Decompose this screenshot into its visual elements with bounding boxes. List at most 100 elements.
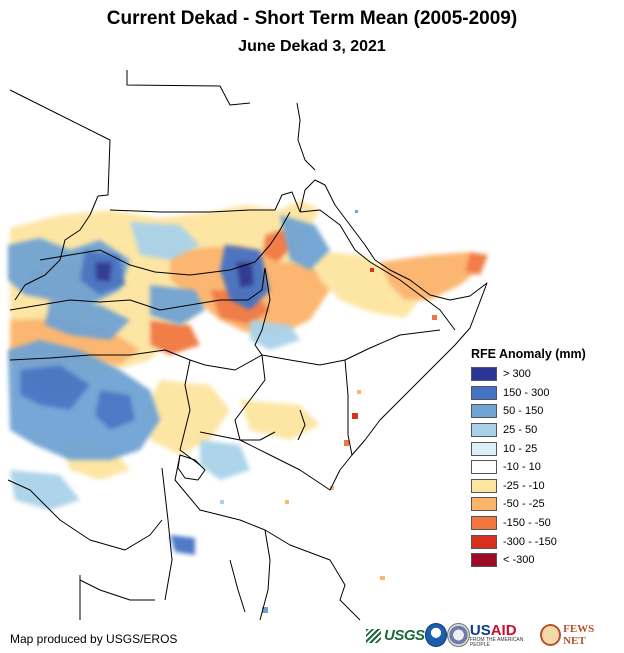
dot <box>370 268 374 272</box>
legend-item: -50 - -25 <box>471 495 621 514</box>
legend-item: 150 - 300 <box>471 384 621 403</box>
map-title: Current Dekad - Short Term Mean (2005-20… <box>106 8 518 29</box>
border-line <box>199 431 276 441</box>
dot <box>432 315 437 320</box>
wet-patch <box>236 262 254 288</box>
usgs-logo: USGS <box>366 627 425 644</box>
dry-patch <box>380 252 485 300</box>
fews-net-logo: FEWS NET <box>540 623 616 647</box>
border-line <box>9 349 263 371</box>
legend-title: RFE Anomaly (mm) <box>471 347 586 361</box>
dot <box>285 500 289 504</box>
legend-swatch <box>471 404 497 419</box>
fews-net-text: FEWS NET <box>563 623 595 647</box>
usaid-tagline: FROM THE AMERICAN PEOPLE <box>469 636 524 648</box>
coastline <box>299 179 488 471</box>
logo-strip: USGS USAID FROM THE AMERICAN PEOPLE FEWS… <box>366 620 616 650</box>
dry-patch <box>145 380 230 455</box>
legend-label: 25 - 50 <box>503 424 538 437</box>
border-line <box>79 579 155 601</box>
legend-item: -25 - -10 <box>471 477 621 496</box>
wet-patch <box>10 470 80 510</box>
border-line <box>109 191 301 213</box>
dot <box>344 440 349 446</box>
wet-anomaly-layer <box>8 215 330 555</box>
country-borders <box>7 70 488 621</box>
dot <box>355 210 358 213</box>
legend-label: -150 - -50 <box>503 517 551 530</box>
legend-label: 10 - 25 <box>503 442 538 455</box>
map-subtitle: June Dekad 3, 2021 <box>238 38 386 55</box>
border-line <box>9 89 111 197</box>
wet-patch <box>20 365 90 410</box>
state-department-seal-icon <box>447 623 470 647</box>
legend-swatch <box>471 534 497 549</box>
lake-outline <box>161 467 173 601</box>
dot <box>380 576 385 580</box>
wet-patch <box>280 215 330 270</box>
dry-patch <box>240 400 320 440</box>
legend-label: -300 - -150 <box>503 535 557 548</box>
rainfall-anomaly-map <box>7 70 488 621</box>
dry-patch <box>310 250 420 318</box>
legend-swatch <box>471 385 497 400</box>
legend-label: 150 - 300 <box>503 386 550 399</box>
wet-patch <box>200 440 250 480</box>
legend-swatch <box>471 516 497 531</box>
dry-patch <box>262 228 292 262</box>
wet-patch <box>45 300 130 340</box>
legend-item: 10 - 25 <box>471 439 621 458</box>
legend-swatch <box>471 478 497 493</box>
border-line <box>14 195 99 301</box>
legend-label: -25 - -10 <box>503 479 545 492</box>
credit-text: Map produced by USGS/EROS <box>10 632 178 646</box>
wet-patch <box>95 262 112 282</box>
lake-outline <box>297 409 306 441</box>
border-line <box>344 359 353 456</box>
dot <box>357 390 361 394</box>
border-line <box>126 70 251 106</box>
usaid-aid-text: AID <box>490 621 517 639</box>
lake-outline <box>177 454 206 481</box>
border-line <box>379 267 456 331</box>
legend-label: -50 - -25 <box>503 498 545 511</box>
dot <box>352 413 358 419</box>
wet-patch <box>130 222 200 260</box>
legend-item: < -300 <box>471 551 621 570</box>
wet-patch <box>95 390 135 430</box>
legend-swatch <box>471 460 497 475</box>
dot <box>262 607 268 613</box>
dot <box>220 500 224 504</box>
legend-item: 25 - 50 <box>471 421 621 440</box>
legend-item: > 300 <box>471 365 621 384</box>
wet-patch <box>150 285 205 325</box>
border-line <box>234 354 266 441</box>
dot <box>330 486 334 490</box>
border-line <box>7 479 163 551</box>
coastline <box>296 102 316 171</box>
usaid-logo: USAID FROM THE AMERICAN PEOPLE <box>470 623 540 648</box>
globe-icon <box>540 624 562 646</box>
legend-label: -10 - 10 <box>503 461 541 474</box>
border-line <box>254 267 441 366</box>
usgs-mark-icon <box>366 628 381 643</box>
dry-patch <box>465 252 488 275</box>
border-line <box>259 529 271 621</box>
border-line <box>299 209 381 269</box>
border-line <box>174 454 361 621</box>
legend-label: > 300 <box>503 368 531 381</box>
noaa-logo-icon <box>424 623 448 647</box>
legend-swatch <box>471 367 497 382</box>
lake-outline <box>229 559 246 613</box>
legend-label: < -300 <box>503 554 535 567</box>
border-line <box>239 439 341 491</box>
legend-item: -10 - 10 <box>471 458 621 477</box>
border-line <box>9 267 266 311</box>
legend-swatch <box>471 497 497 512</box>
legend-swatch <box>471 423 497 438</box>
legend-item: -300 - -150 <box>471 532 621 551</box>
legend-item: 50 - 150 <box>471 402 621 421</box>
legend: RFE Anomaly (mm) > 300 150 - 300 50 - 150 2… <box>471 347 621 570</box>
usgs-logo-text: USGS <box>384 626 425 644</box>
border-line <box>39 211 291 276</box>
